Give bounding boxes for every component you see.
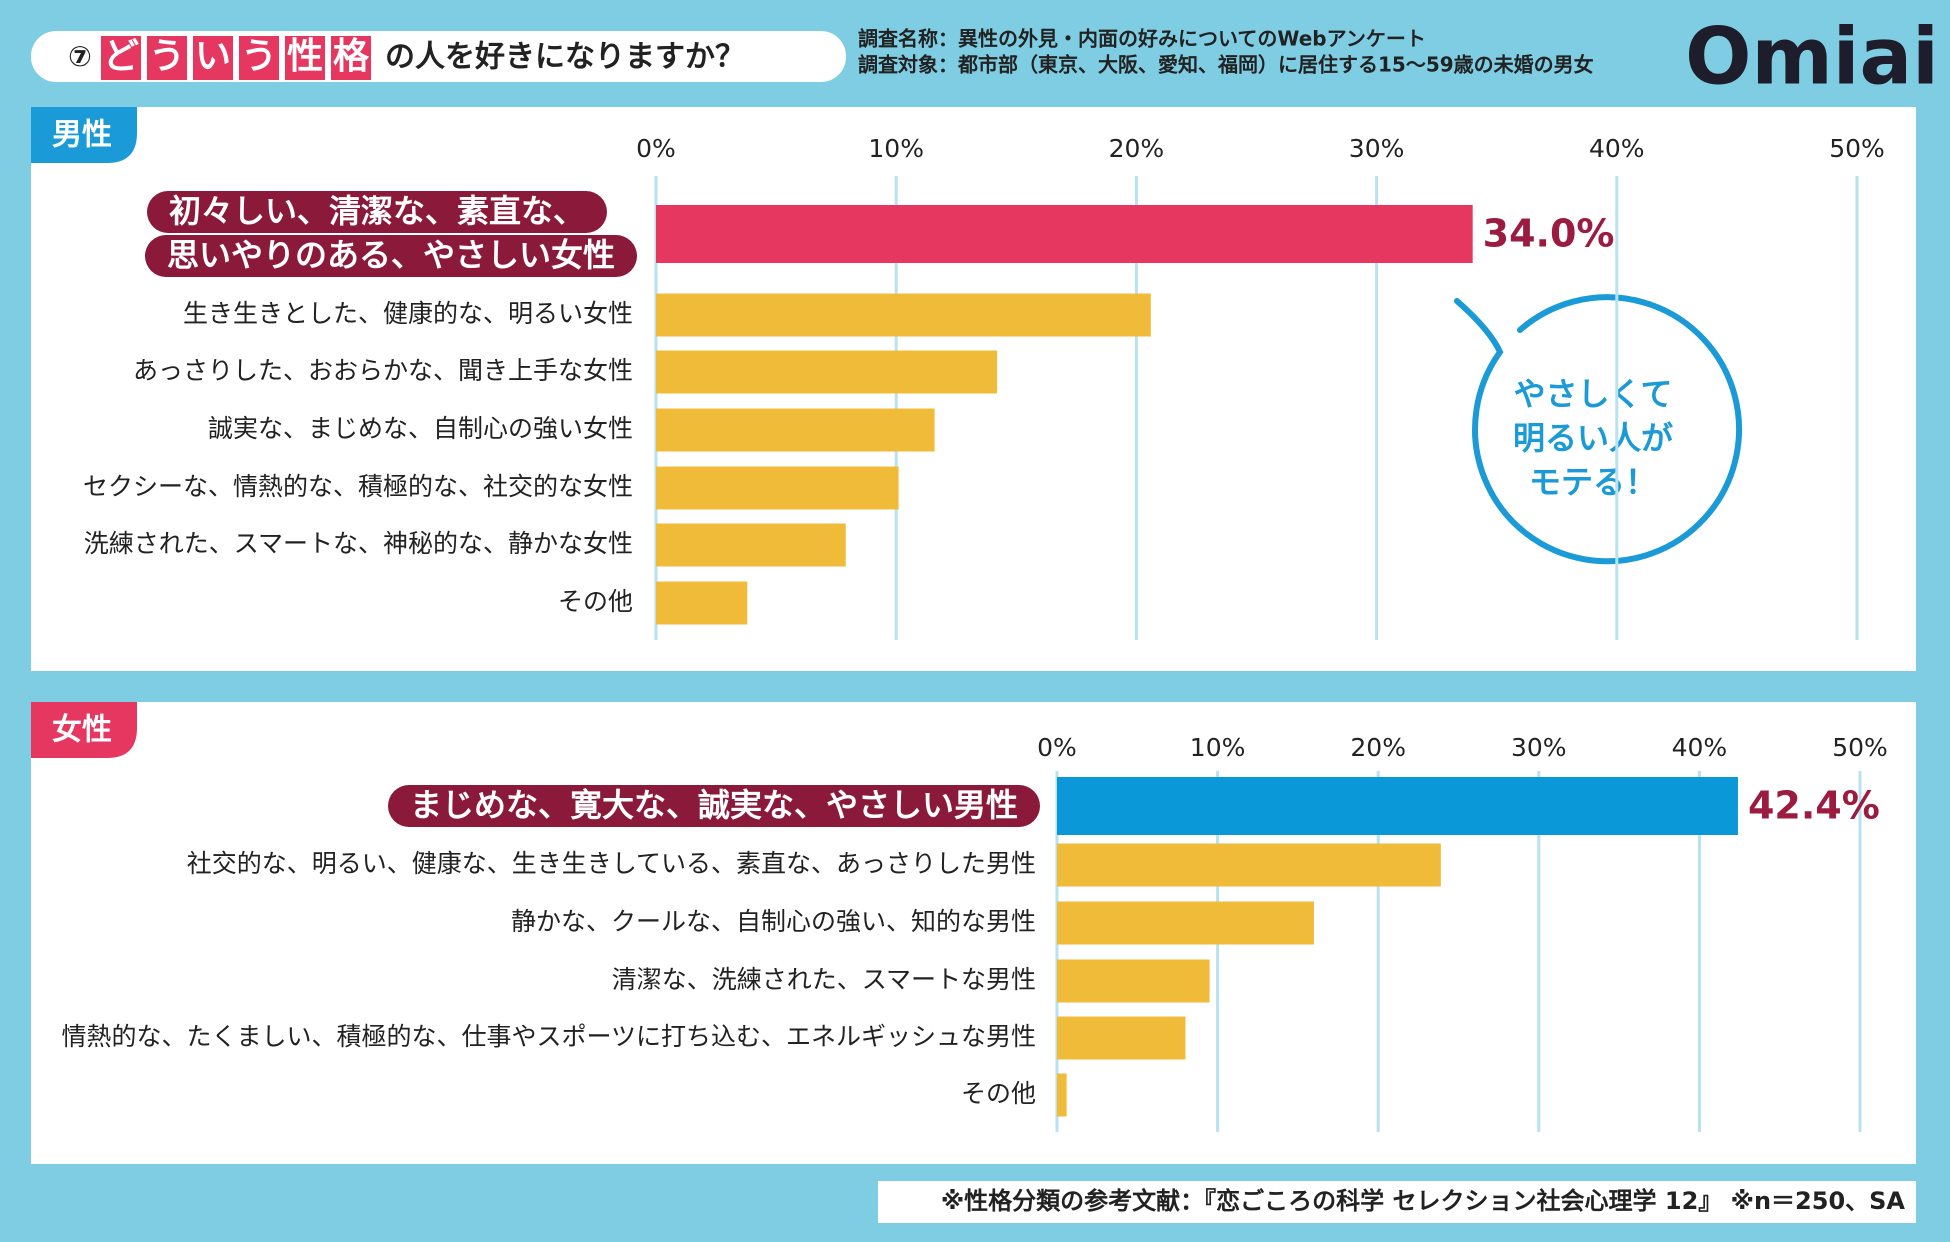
- category-pill: まじめな、寛大な、誠実な、やさしい男性: [387, 785, 1040, 827]
- x-tick-label: 30%: [1511, 733, 1567, 762]
- category-label: 洗練された、スマートな、神秘的な、静かな女性: [84, 529, 633, 558]
- title: の人を好きになりますか？: [385, 40, 745, 75]
- category-label: まじめな、寛大な、誠実な、やさしい男性: [410, 786, 1018, 824]
- category-label: あっさりした、おおらかな、聞き上手な女性: [133, 356, 633, 385]
- title-pill: [31, 31, 846, 82]
- category-label: 生き生きとした、健康的な、明るい女性: [183, 299, 633, 328]
- title-highlight-box: [331, 36, 372, 80]
- x-tick-label: 20%: [1109, 134, 1165, 163]
- category-label: 静かな、クールな、自制心の強い、知的な男性: [511, 907, 1036, 936]
- title-highlight-box: [193, 36, 234, 80]
- category-label: 誠実な、まじめな、自制心の強い女性: [208, 414, 633, 443]
- title-highlight: どういう性格: [103, 36, 379, 77]
- bar: [656, 523, 846, 567]
- value-label: 42.4%: [1748, 784, 1880, 828]
- callout-text: 明るい人が: [1513, 419, 1673, 457]
- category-pill: 初々しい、清潔な、素直な、: [146, 191, 607, 233]
- bar: [656, 205, 1473, 263]
- x-tick-label: 40%: [1672, 733, 1728, 762]
- category-pill-bg: [146, 191, 607, 233]
- survey-name: 調査名称：異性の外見・内面の好みについてのWebアンケート: [858, 27, 1426, 51]
- category-label: 清潔な、洗練された、スマートな男性: [612, 965, 1036, 994]
- x-tick-label: 10%: [1190, 733, 1246, 762]
- x-tick-label: 50%: [1829, 134, 1885, 163]
- bar: [1057, 843, 1441, 887]
- bar: [656, 293, 1151, 337]
- bar: [1057, 901, 1314, 945]
- footer-box: [878, 1181, 1916, 1223]
- callout-bubble: [1454, 294, 1743, 565]
- category-label: 情熱的な、たくましい、積極的な、仕事やスポーツに打ち込む、エネルギッシュな男性: [61, 1022, 1036, 1051]
- title-highlight-box: [147, 36, 188, 80]
- bar: [1057, 1016, 1186, 1060]
- category-label: 社交的な、明るい、健康な、生き生きしている、素直な、あっさりした男性: [187, 849, 1036, 878]
- callout-text: モテる！: [1529, 463, 1657, 501]
- category-pill-bg: [387, 785, 1040, 827]
- section-tab: [31, 107, 137, 163]
- x-tick-label: 50%: [1832, 733, 1888, 762]
- section-title: 女性: [52, 713, 112, 748]
- section-title: 男性: [52, 118, 112, 153]
- x-tick-label: 0%: [636, 134, 676, 163]
- callout-text: やさしくて: [1513, 375, 1672, 413]
- bar: [1057, 1073, 1067, 1117]
- section-tab: [31, 702, 137, 758]
- title-number: ⑦: [68, 40, 92, 73]
- category-label: セクシーな、情熱的な、積極的な、社交的な女性: [83, 472, 633, 501]
- title-highlight-box: [285, 36, 326, 80]
- category-label: 初々しい、清潔な、素直な、: [169, 192, 585, 230]
- category-label: その他: [961, 1079, 1036, 1108]
- logo: Omiai: [1685, 12, 1939, 102]
- bar: [1057, 777, 1738, 835]
- footer-note: ※性格分類の参考文献：『恋ごころの科学 セレクション社会心理学 12』 ※n＝2…: [941, 1187, 1906, 1215]
- x-tick-label: 10%: [868, 134, 924, 163]
- category-label: 思いやりのある、やさしい女性: [167, 236, 615, 274]
- category-label: その他: [558, 587, 633, 616]
- x-tick-label: 30%: [1349, 134, 1405, 163]
- bar: [656, 350, 998, 394]
- bar: [656, 581, 748, 625]
- title-highlight-box: [239, 36, 280, 80]
- bar: [1057, 959, 1210, 1003]
- title-highlight-box: [101, 36, 142, 80]
- category-pill-bg: [144, 235, 637, 277]
- value-label: 34.0%: [1483, 212, 1615, 256]
- bar: [656, 408, 935, 452]
- x-tick-label: 40%: [1589, 134, 1645, 163]
- x-tick-label: 0%: [1037, 733, 1077, 762]
- bar: [656, 466, 899, 510]
- survey-target: 調査対象：都市部（東京、大阪、愛知、福岡）に居住する15〜59歳の未婚の男女: [858, 53, 1594, 77]
- x-tick-label: 20%: [1350, 733, 1406, 762]
- category-pill: 思いやりのある、やさしい女性: [144, 235, 637, 277]
